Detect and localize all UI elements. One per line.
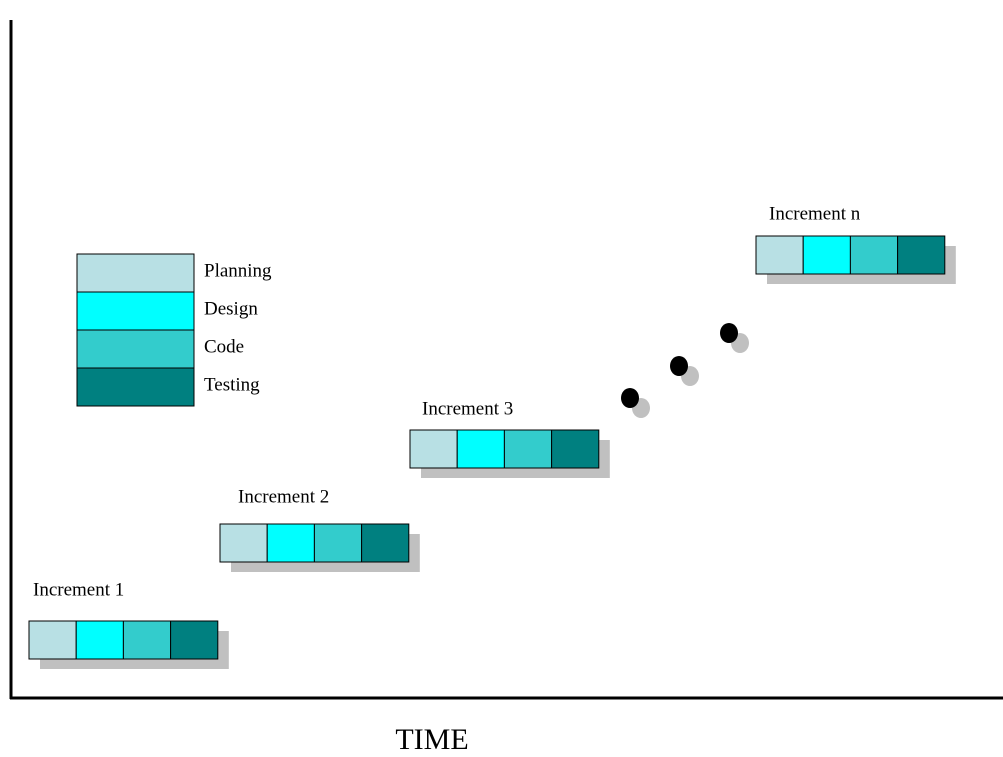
legend-swatch — [76, 253, 195, 293]
phase-cell — [802, 235, 851, 275]
phase-cell — [849, 235, 899, 275]
legend-swatch — [76, 367, 195, 407]
increment-label: Increment 1 — [33, 579, 124, 600]
phase-cell — [755, 235, 804, 275]
increment: Increment n — [755, 203, 956, 284]
legend: Planning Design Code Testing — [76, 253, 272, 407]
legend-swatch — [76, 291, 195, 331]
axis-label: TIME — [395, 723, 468, 756]
continuation-dots — [621, 323, 749, 418]
phase-cell — [28, 620, 77, 660]
phase-cell — [219, 523, 268, 563]
legend-label: Testing — [204, 374, 260, 395]
phase-cell — [122, 620, 172, 660]
legend-label: Code — [204, 336, 244, 357]
phase-cell — [897, 235, 946, 275]
phase-cell — [409, 429, 458, 469]
phase-cell — [313, 523, 363, 563]
dot — [720, 323, 738, 343]
increment: Increment 3 — [409, 398, 610, 478]
legend-swatch — [76, 329, 195, 369]
dot — [670, 356, 688, 376]
phase-cell — [75, 620, 124, 660]
legend-label: Design — [204, 298, 258, 319]
phase-cell — [551, 429, 600, 469]
increment: Increment 1 — [28, 579, 229, 669]
increment: Increment 2 — [219, 486, 420, 572]
legend-label: Planning — [204, 260, 272, 281]
increment-label: Increment 3 — [422, 398, 513, 419]
increment-label: Increment n — [769, 203, 861, 224]
phase-cell — [266, 523, 315, 563]
phase-cell — [503, 429, 553, 469]
dot — [621, 388, 639, 408]
phase-cell — [361, 523, 410, 563]
phase-cell — [170, 620, 219, 660]
phase-cell — [456, 429, 505, 469]
increment-label: Increment 2 — [238, 486, 329, 507]
